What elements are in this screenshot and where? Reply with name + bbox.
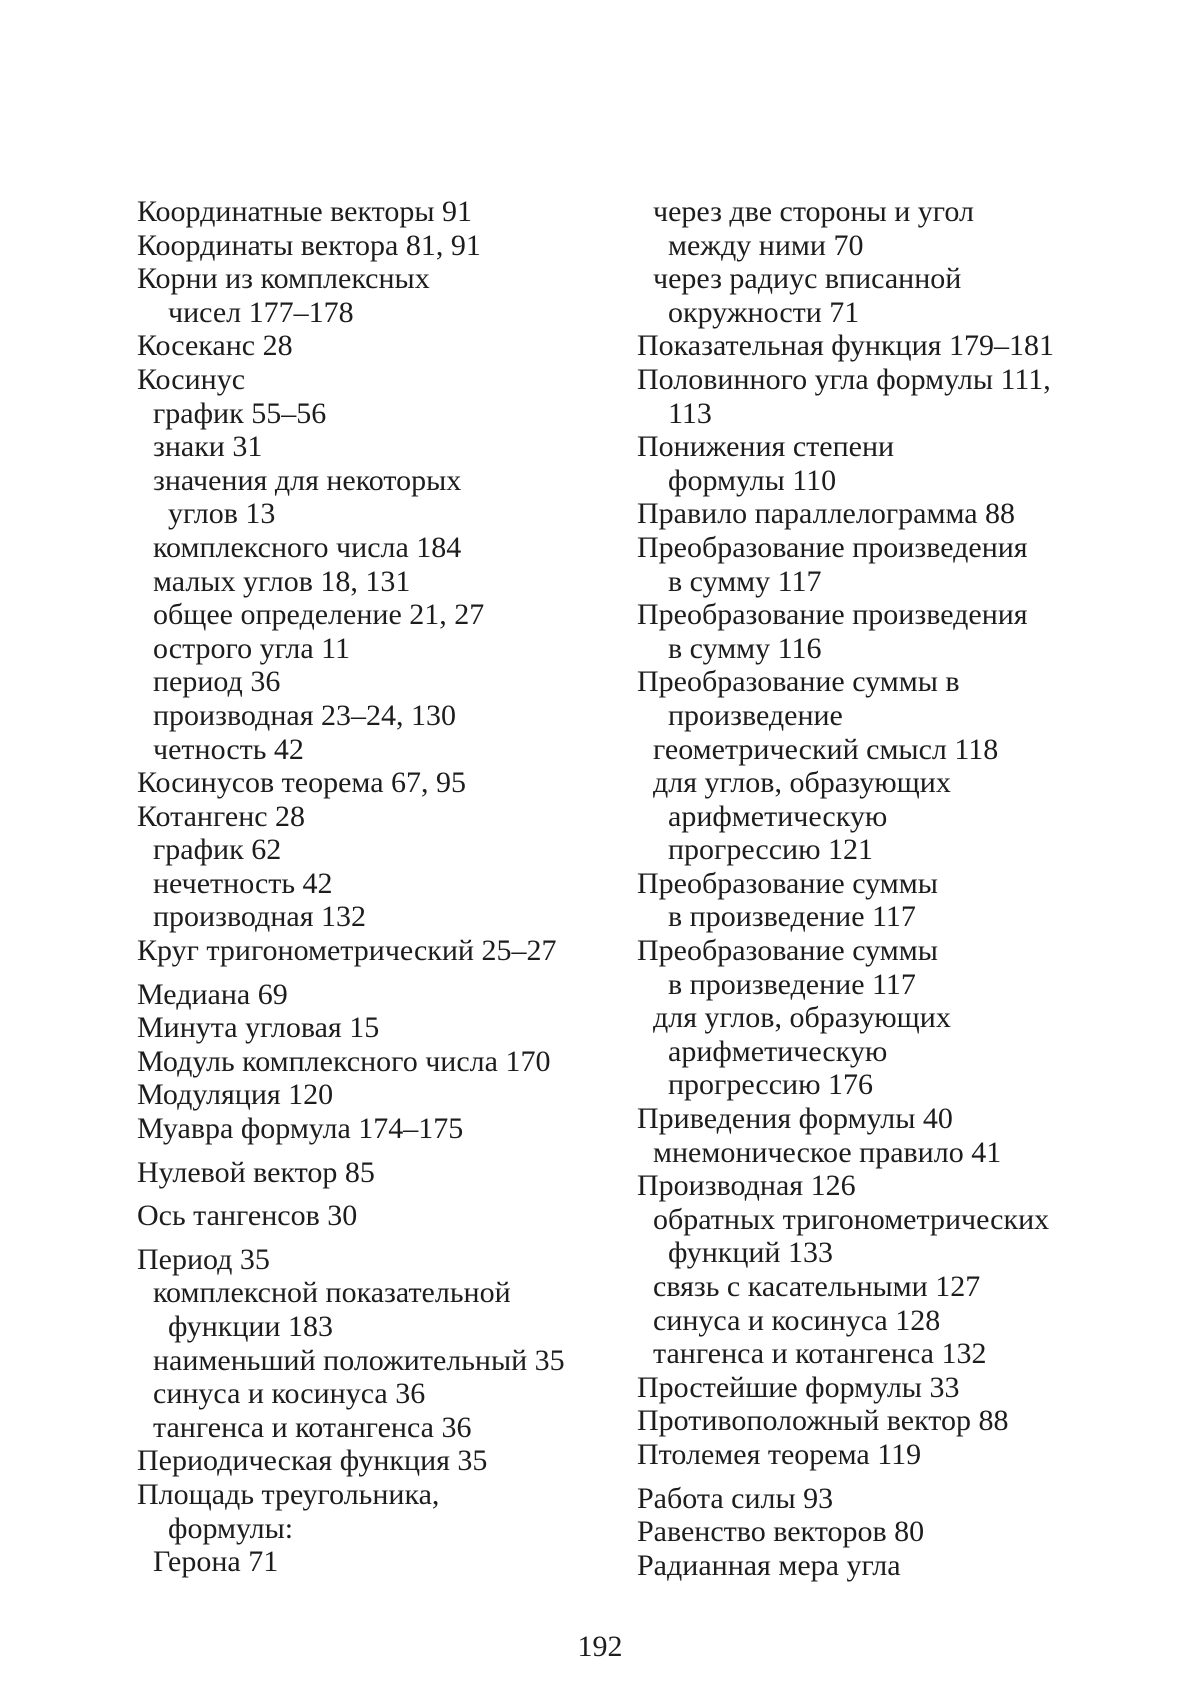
index-entry-line: в сумму 116 [668, 631, 822, 665]
index-entry-line: Правило параллелограмма 88 [637, 497, 1016, 531]
index-entry-line: комплексного числа 184 [153, 530, 462, 564]
index-entry-line: Преобразование суммы в [637, 665, 960, 699]
index-entry-line: произведение [668, 698, 843, 732]
index-entry-line: прогрессию 176 [668, 1068, 874, 1102]
index-entry-line: Корни из комплексных [137, 262, 430, 296]
index-entry-line: Модуль комплексного числа 170 [137, 1044, 551, 1078]
index-entry-line: Преобразование суммы [637, 934, 938, 968]
index-entry-line: тангенса и котангенса 36 [153, 1410, 472, 1444]
index-entry-line: арифметическую [668, 799, 888, 833]
index-entry-line: Равенство векторов 80 [637, 1515, 925, 1549]
index-entry-line: Работа силы 93 [637, 1481, 834, 1515]
index-entry-line: тангенса и котангенса 132 [653, 1337, 987, 1371]
index-entry-line: в произведение 117 [668, 967, 916, 1001]
index-entry-line: производная 132 [153, 900, 366, 934]
index-entry-line: Противоположный вектор 88 [637, 1404, 1009, 1438]
index-entry-line: связь с касательными 127 [653, 1270, 981, 1303]
index-entry-line: Герона 71 [153, 1545, 279, 1579]
page-number: 192 [577, 1630, 623, 1663]
index-entry-line: для углов, образующих [653, 1001, 951, 1035]
index-entry-line: Ось тангенсов 30 [137, 1199, 358, 1233]
index-entry-line: Половинного угла формулы 111, [637, 362, 1051, 396]
index-entry-line: период 36 [153, 665, 281, 699]
index-entry-line: синуса и косинуса 36 [153, 1377, 426, 1411]
index-entry-line: через две стороны и угол [653, 195, 974, 228]
index-entry-line: Преобразование суммы [637, 866, 938, 900]
index-entry-line: Круг тригонометрический 25–27 [137, 934, 557, 968]
index-entry-line: Периодическая функция 35 [137, 1444, 488, 1478]
index-entry-line: Котангенс 28 [137, 799, 306, 833]
index-entry-line: Приведения формулы 40 [637, 1102, 953, 1136]
index-entry-line: Косинусов теорема 67, 95 [137, 766, 467, 800]
index-entry-line: Птолемея теорема 119 [637, 1437, 922, 1471]
index-entry-line: Преобразование произведения [637, 530, 1028, 564]
index-entry-line: малых углов 18, 131 [153, 564, 411, 598]
index-entry-line: формулы: [168, 1511, 294, 1545]
index-column-right: через две стороны и угол между ними 70 чер… [637, 195, 1177, 1582]
index-entry-line: острого угла 11 [153, 631, 351, 665]
index-entry-line: график 55–56 [153, 396, 327, 430]
index-entry-line: 113 [668, 396, 712, 430]
index-entry-line: арифметическую [668, 1034, 888, 1068]
index-entry-line: окружности 71 [668, 295, 860, 329]
index-entry-line: формулы 110 [668, 463, 837, 497]
index-entry-line: чисел 177–178 [168, 295, 354, 329]
index-entry-line: график 62 [153, 833, 282, 867]
index-entry-line: обратных тригонометрических [653, 1202, 1050, 1236]
index-entry-line: углов 13 [168, 497, 276, 531]
index-entry-line: Простейшие формулы 33 [637, 1370, 960, 1404]
index-entry-line: значения для некоторых [153, 463, 462, 497]
index-entry-line: общее определение 21, 27 [153, 598, 485, 632]
index-entry-line: Косеканс 28 [137, 329, 293, 363]
index-entry-line: Преобразование произведения [637, 598, 1028, 632]
index-entry-line: синуса и косинуса 128 [653, 1303, 941, 1337]
index-columns: Координатные векторы 91 Координаты вектор… [137, 195, 1177, 1582]
index-entry-line: Косинус [137, 362, 246, 396]
index-entry-line: Минута угловая 15 [137, 1011, 380, 1045]
index-column-left: Координатные векторы 91 Координаты вектор… [137, 195, 637, 1579]
index-entry-line: комплексной показательной [153, 1276, 511, 1310]
index-entry-line: Производная 126 [637, 1169, 856, 1203]
index-entry-line: в произведение 117 [668, 900, 916, 934]
index-entry-line: функций 133 [668, 1236, 833, 1270]
index-entry-line: Модуляция 120 [137, 1078, 334, 1112]
index-entry-line: Период 35 [137, 1242, 270, 1276]
index-entry-line: Радианная мера угла [637, 1548, 901, 1582]
index-entry-line: Показательная функция 179–181 [637, 329, 1054, 363]
index-entry-line: геометрический смысл 118 [653, 732, 999, 766]
index-entry-line: наименьший положительный 35 [153, 1343, 565, 1377]
index-entry-line: Понижения степени [637, 430, 895, 464]
index-entry-line: Площадь треугольника, [137, 1477, 440, 1511]
index-entry-line: нечетность 42 [153, 866, 333, 900]
index-entry-line: Нулевой вектор 85 [137, 1155, 375, 1189]
index-entry-line: для углов, образующих [653, 766, 951, 800]
index-entry-line: между ними 70 [668, 228, 864, 262]
index-entry-line: мнемоническое правило 41 [653, 1135, 1002, 1169]
index-entry-line: в сумму 117 [668, 564, 822, 598]
index-entry-line: Медиана 69 [137, 977, 288, 1011]
index-entry-line: через радиус вписанной [653, 262, 962, 296]
index-entry-line: знаки 31 [153, 430, 263, 464]
index-entry-line: Координаты вектора 81, 91 [137, 228, 481, 262]
index-entry-line: Муавра формула 174–175 [137, 1112, 464, 1146]
index-entry-line: прогрессию 121 [668, 833, 874, 867]
index-entry-line: четность 42 [153, 732, 304, 766]
index-entry-line: функции 183 [168, 1310, 333, 1343]
index-entry-line: Координатные векторы 91 [137, 195, 473, 228]
index-entry-line: производная 23–24, 130 [153, 698, 456, 732]
